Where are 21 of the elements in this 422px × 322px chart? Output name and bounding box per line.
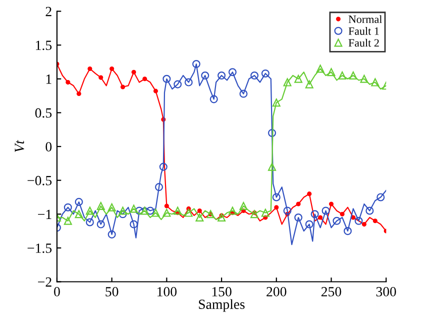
y-tick-label: −1 <box>38 210 52 219</box>
y-tick-label: 0 <box>46 142 52 152</box>
legend-label: Normal <box>348 15 382 24</box>
y-tick-label: 1.5 <box>36 40 52 50</box>
y-axis-title: Vt <box>14 140 24 152</box>
y-tick-label: 0.5 <box>35 108 52 118</box>
y-tick-label: −2 <box>38 277 52 287</box>
y-tick-label: −0.5 <box>28 176 52 186</box>
x-tick-label: 200 <box>266 287 286 296</box>
x-tick-label: 250 <box>321 287 342 296</box>
x-tick-label: 0 <box>54 287 60 296</box>
x-tick-label: 300 <box>376 287 396 296</box>
x-axis-title: Samples <box>198 299 245 312</box>
y-tick-label: 2 <box>46 6 52 16</box>
x-tick-label: 150 <box>212 287 232 296</box>
x-tick-label: 100 <box>157 287 177 296</box>
y-tick-label: 1 <box>46 74 52 84</box>
y-tick-label: −1.5 <box>28 244 52 253</box>
legend-label: Fault 2 <box>348 38 379 47</box>
legend-label: Fault 1 <box>348 27 379 35</box>
x-tick-label: 50 <box>106 287 118 296</box>
